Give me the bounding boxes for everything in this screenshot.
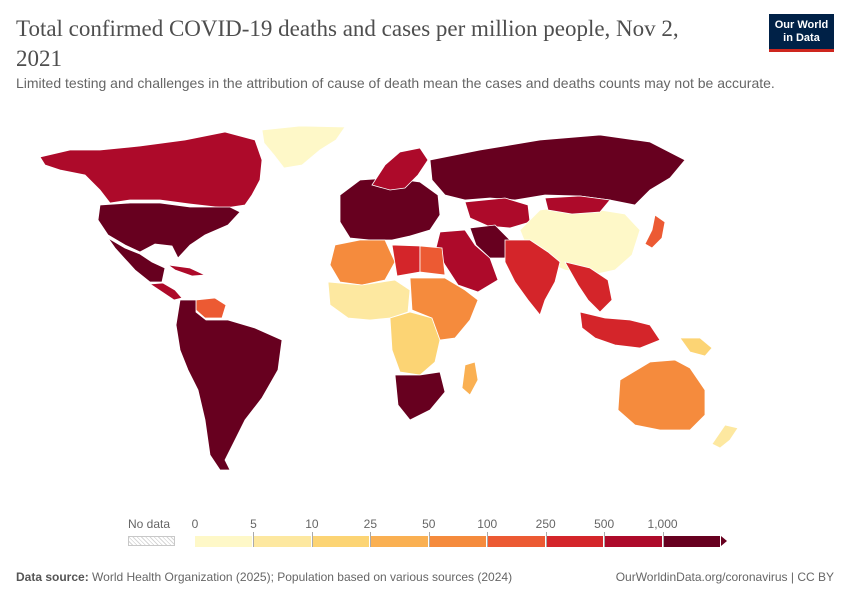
map-region[interactable] bbox=[175, 299, 283, 471]
map-region[interactable] bbox=[391, 244, 421, 277]
map-region[interactable] bbox=[394, 371, 446, 421]
source-text: World Health Organization (2025); Popula… bbox=[92, 570, 513, 584]
map-region[interactable] bbox=[419, 245, 446, 276]
map-region[interactable] bbox=[564, 261, 613, 313]
map-region[interactable] bbox=[329, 239, 396, 286]
map-region[interactable] bbox=[371, 147, 429, 191]
legend-tick-label: 5 bbox=[250, 517, 257, 531]
legend-swatch[interactable] bbox=[253, 536, 312, 547]
legend-arrow bbox=[721, 536, 727, 546]
legend-tick-label: 0 bbox=[191, 517, 199, 531]
map-region[interactable] bbox=[644, 214, 666, 249]
map-region[interactable] bbox=[504, 239, 561, 316]
legend-tick bbox=[604, 532, 606, 547]
legend-tick bbox=[662, 532, 664, 547]
map-region[interactable] bbox=[544, 195, 611, 215]
legend-swatch[interactable] bbox=[662, 536, 721, 547]
map-region[interactable] bbox=[107, 237, 166, 283]
no-data-label: No data bbox=[128, 517, 171, 531]
logo-line2: in Data bbox=[783, 32, 820, 44]
legend-swatch[interactable] bbox=[604, 536, 663, 547]
legend-swatch[interactable] bbox=[428, 536, 488, 547]
chart-title: Total confirmed COVID-19 deaths and case… bbox=[16, 16, 679, 71]
legend-swatch[interactable] bbox=[311, 536, 371, 547]
legend-tick-label: 100 bbox=[477, 517, 498, 531]
legend-tick-label: 25 bbox=[363, 517, 378, 531]
legend-tick-label: 250 bbox=[535, 517, 556, 531]
legend-tick bbox=[311, 532, 313, 547]
source-label: Data source: bbox=[16, 570, 89, 584]
map-region[interactable] bbox=[461, 361, 479, 396]
map-region[interactable] bbox=[195, 297, 227, 319]
map-region[interactable] bbox=[327, 279, 411, 321]
map-region[interactable] bbox=[389, 311, 441, 376]
owid-logo[interactable]: Our World in Data bbox=[769, 14, 834, 52]
map-region[interactable] bbox=[617, 359, 706, 431]
legend-tick-label: 50 bbox=[422, 517, 436, 531]
legend-tick bbox=[370, 532, 372, 547]
map-region[interactable] bbox=[97, 202, 241, 259]
map-region[interactable] bbox=[39, 131, 263, 209]
map-region[interactable] bbox=[409, 277, 479, 341]
map-region[interactable] bbox=[429, 134, 686, 206]
map-region[interactable] bbox=[711, 424, 739, 449]
legend-swatch[interactable] bbox=[487, 536, 546, 547]
legend-swatch[interactable] bbox=[370, 536, 429, 547]
legend-tick bbox=[253, 532, 255, 547]
chart-subtitle: Limited testing and challenges in the at… bbox=[16, 75, 775, 91]
legend-tick-label: 10 bbox=[305, 517, 319, 531]
legend-tick bbox=[428, 532, 430, 547]
footer-link[interactable]: OurWorldinData.org/coronavirus | CC BY bbox=[615, 570, 834, 584]
map-region[interactable] bbox=[261, 125, 346, 169]
map-region[interactable] bbox=[579, 311, 661, 349]
map-region[interactable] bbox=[679, 337, 713, 357]
map-region[interactable] bbox=[148, 264, 207, 301]
legend-tick bbox=[545, 532, 547, 547]
no-data-swatch bbox=[128, 536, 175, 546]
legend-swatch[interactable] bbox=[545, 536, 605, 547]
legend-tick bbox=[487, 532, 489, 547]
logo-line1: Our World bbox=[774, 19, 829, 31]
map-region[interactable] bbox=[464, 197, 531, 229]
legend-tick-label: 1,000 bbox=[647, 517, 678, 531]
world-map[interactable] bbox=[0, 120, 850, 490]
footer-source: Data source: World Health Organization (… bbox=[16, 570, 512, 584]
legend-tick-label: 500 bbox=[594, 517, 615, 531]
color-legend: No data 0 5 10 25 50 100 250 500 1,000 bbox=[0, 510, 850, 560]
legend-swatch[interactable] bbox=[195, 536, 254, 547]
